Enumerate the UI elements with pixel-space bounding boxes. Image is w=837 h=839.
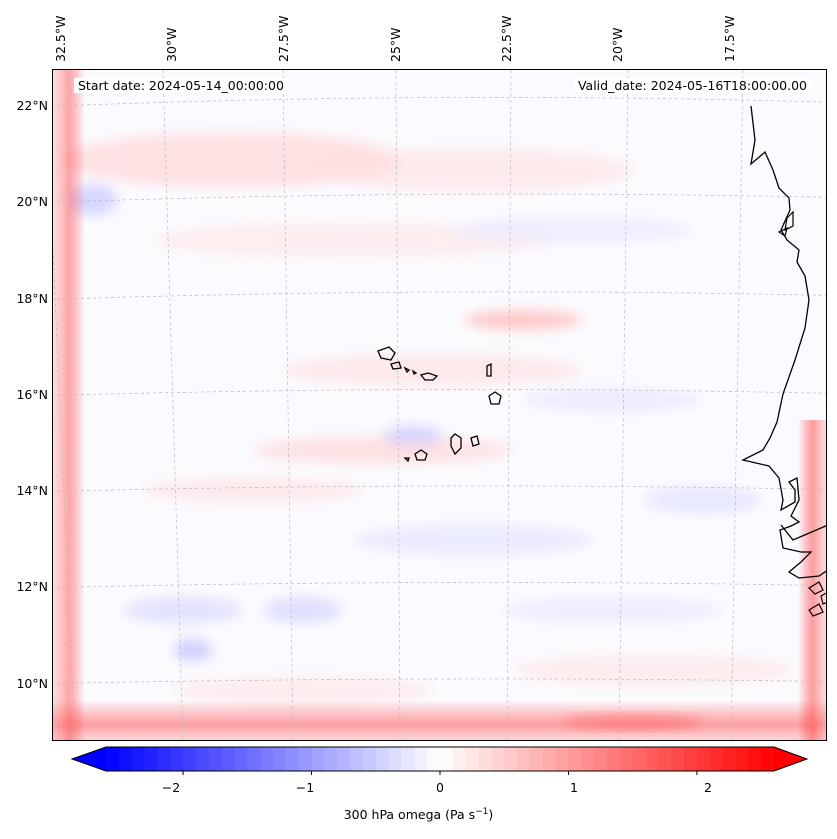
colorbar-bin: [350, 747, 364, 771]
colorbar-bin: [504, 747, 518, 771]
colorbar-bin: [491, 747, 505, 771]
south-boundary-band: [53, 700, 826, 740]
colorbar-extend-high: [774, 747, 807, 771]
colorbar-bin: [414, 747, 428, 771]
colorbar-bin: [157, 747, 171, 771]
colorbar-bin: [658, 747, 672, 771]
colorbar-extend-low: [72, 747, 106, 771]
colorbar-bin: [324, 747, 338, 771]
colorbar-tick-minus-1: −1: [295, 780, 315, 795]
lat-label-18n: 18°N: [16, 291, 48, 306]
colorbar-bin: [285, 747, 300, 771]
colorbar-bin: [337, 747, 351, 771]
colorbar-bin: [517, 747, 531, 771]
colorbar-bin: [761, 747, 775, 771]
colorbar-bin: [298, 747, 313, 771]
colorbar-bin: [260, 747, 274, 771]
colorbar-tick-0: 0: [436, 780, 444, 795]
lon-label-20w: 20°W: [610, 27, 625, 62]
colorbar-bin: [221, 747, 236, 771]
colorbar-bin: [465, 747, 480, 771]
colorbar-bin: [452, 747, 467, 771]
colorbar-bin: [234, 747, 248, 771]
lon-label-32-5w: 32.5°W: [53, 15, 68, 62]
lon-label-22-5w: 22.5°W: [499, 15, 514, 62]
colorbar-bin: [118, 747, 133, 771]
east-boundary-band: [798, 420, 826, 740]
colorbar-bin: [388, 747, 403, 771]
colorbar-bin: [722, 747, 737, 771]
lat-label-22n: 22°N: [16, 98, 48, 113]
colorbar-bin: [440, 747, 454, 771]
colorbar-bin: [247, 747, 261, 771]
lat-label-10n: 10°N: [16, 676, 48, 691]
colorbar-bin: [709, 747, 724, 771]
colorbar-label: 300 hPa omega (Pa s−1): [343, 807, 494, 823]
colorbar-bin: [645, 747, 659, 771]
colorbar-bin: [542, 747, 557, 771]
west-boundary-band: [53, 70, 85, 740]
colorbar-bin: [619, 747, 634, 771]
colorbar-bin: [131, 747, 146, 771]
colorbar-tick-1: 1: [570, 780, 578, 795]
colorbar-bin: [375, 747, 390, 771]
colorbar-bin: [362, 747, 377, 771]
colorbar-bin: [311, 747, 325, 771]
omega-field: [53, 70, 826, 740]
colorbar-bin: [684, 747, 698, 771]
start-date-label: Start date: 2024-05-14_00:00:00: [74, 78, 288, 93]
lat-label-14n: 14°N: [16, 483, 48, 498]
map-canvas: [53, 70, 826, 740]
colorbar-bin: [401, 747, 415, 771]
colorbar-bin: [696, 747, 711, 771]
colorbar-bin: [183, 747, 197, 771]
colorbar-bin: [170, 747, 184, 771]
colorbar-tick-minus-2: −2: [161, 780, 181, 795]
colorbar-bin: [581, 747, 595, 771]
map-panel[interactable]: [52, 69, 827, 741]
colorbar-bin: [594, 747, 608, 771]
africa-coastline: [741, 105, 826, 579]
lat-label-12n: 12°N: [16, 579, 48, 594]
colorbar-bin: [735, 747, 749, 771]
colorbar-bin: [748, 747, 762, 771]
colorbar-bin: [555, 747, 570, 771]
colorbar-bin: [607, 747, 621, 771]
gridlines: [53, 70, 826, 740]
colorbar-bin: [208, 747, 223, 771]
lat-label-16n: 16°N: [16, 387, 48, 402]
colorbar-bin: [632, 747, 647, 771]
valid-date-label: Valid_date: 2024-05-16T18:00:00.00: [573, 78, 811, 93]
colorbar-bin: [106, 747, 120, 771]
colorbar-bin: [273, 747, 287, 771]
lon-label-30w: 30°W: [164, 27, 179, 62]
colorbar-bin: [144, 747, 158, 771]
lon-label-27-5w: 27.5°W: [276, 15, 291, 62]
colorbar-bin: [671, 747, 685, 771]
colorbar-bin: [195, 747, 210, 771]
lon-label-17-5w: 17.5°W: [722, 15, 737, 62]
colorbar-bin: [568, 747, 582, 771]
colorbar-bin: [478, 747, 492, 771]
cape-verde-islands: [377, 346, 502, 463]
colorbar-tick-2: 2: [704, 780, 712, 795]
lat-label-20n: 20°N: [16, 194, 48, 209]
lon-label-25w: 25°W: [388, 27, 403, 62]
colorbar-bin: [427, 747, 441, 771]
colorbar-bin: [529, 747, 544, 771]
